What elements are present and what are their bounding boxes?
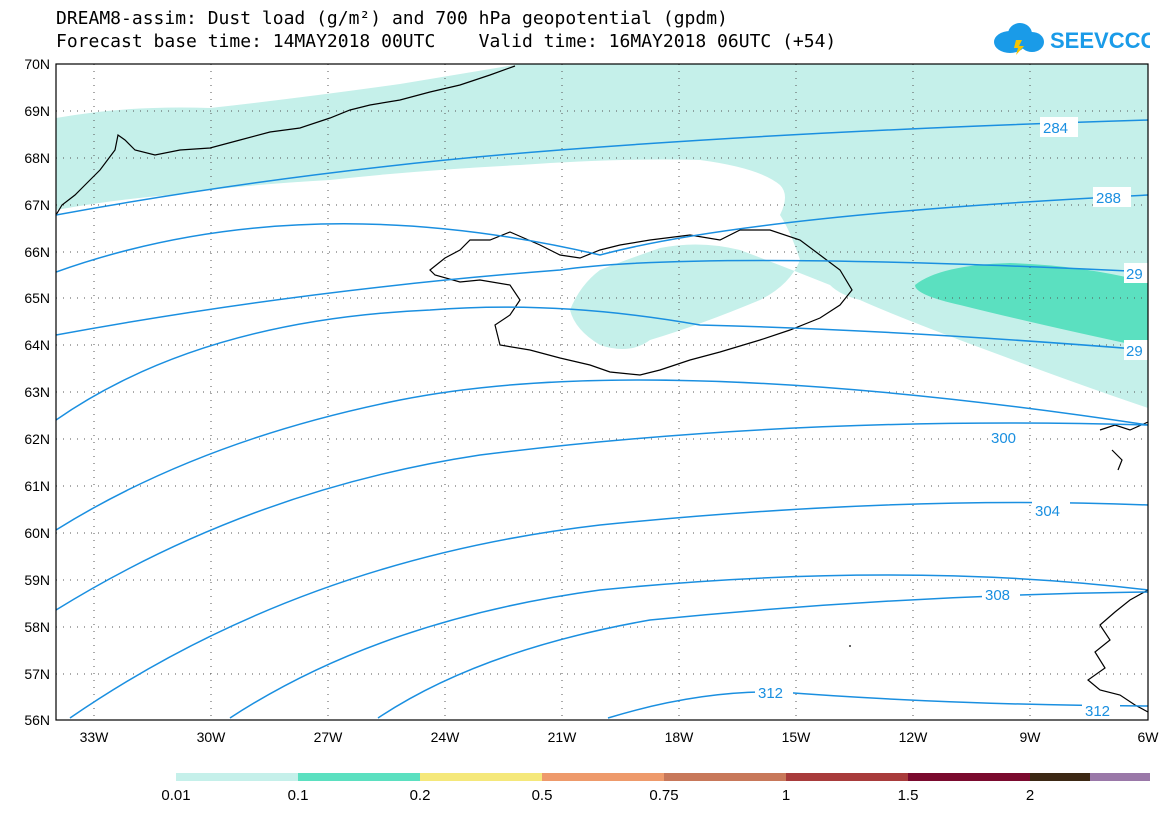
contour-label: 29: [1126, 266, 1143, 283]
contour-label: 288: [1096, 190, 1121, 207]
contour-304: [69, 501, 1148, 719]
contour-label: 304: [1035, 503, 1060, 520]
legend-swatch: [908, 773, 1030, 781]
lat-label: 67N: [24, 197, 50, 213]
iceland-coast: [429, 229, 853, 376]
lat-label: 65N: [24, 290, 50, 306]
contour-label: 29: [1126, 343, 1143, 360]
contour-label-group: 284 288 29 29 300 304 308 312 312: [755, 117, 1148, 720]
coastlines: [56, 65, 1148, 713]
lat-label: 61N: [24, 478, 50, 494]
lon-label: 21W: [548, 729, 578, 745]
lat-label: 66N: [24, 244, 50, 260]
logo-text: SEEVCCC: [1050, 28, 1150, 53]
contour-label: 284: [1043, 120, 1068, 137]
lat-label: 59N: [24, 572, 50, 588]
legend-swatch: [1090, 773, 1150, 781]
contour-292: [56, 259, 1148, 336]
legend-swatch: [664, 773, 786, 781]
lat-label: 64N: [24, 337, 50, 353]
legend-swatch: [542, 773, 664, 781]
chart-title-line2: Forecast base time: 14MAY2018 00UTC Vali…: [56, 31, 837, 52]
faroe-norway-coast: [1099, 421, 1148, 471]
legend-swatch: [420, 773, 542, 781]
map-frame: [55, 63, 1149, 721]
legend-labels: 0.01 0.1 0.2 0.5 0.75 1 1.5 2: [161, 787, 1034, 804]
lon-label: 30W: [197, 729, 227, 745]
legend-label: 0.1: [288, 787, 309, 804]
lat-label: 68N: [24, 150, 50, 166]
contour-306: [229, 574, 1148, 719]
greenland-coast: [56, 65, 516, 216]
lon-labels: 33W 30W 27W 24W 21W 18W 15W 12W 9W 6W: [80, 729, 1160, 745]
lon-label: 33W: [80, 729, 110, 745]
legend-label: 0.01: [161, 787, 190, 804]
contour-296: [56, 306, 1148, 421]
contour-300: [56, 379, 1148, 531]
lon-label: 24W: [431, 729, 461, 745]
legend-label: 2: [1026, 787, 1034, 804]
lat-label: 57N: [24, 666, 50, 682]
legend-label: 1.5: [898, 787, 919, 804]
dust-area-mid: [915, 263, 1148, 348]
lat-labels: 70N 69N 68N 67N 66N 65N 64N 63N 62N 61N …: [24, 56, 50, 728]
lat-label: 69N: [24, 103, 50, 119]
contour-284: [56, 119, 1148, 216]
lon-label: 6W: [1138, 729, 1160, 745]
contour-302: [56, 422, 1148, 611]
scotland-coast: [1087, 589, 1148, 713]
dust-area-low: [56, 64, 1148, 408]
contour-label: 308: [985, 587, 1010, 604]
lat-label: 56N: [24, 712, 50, 728]
lat-label: 62N: [24, 431, 50, 447]
legend-label: 0.75: [649, 787, 678, 804]
legend-label: 0.2: [410, 787, 431, 804]
legend-label: 1: [782, 787, 790, 804]
legend-swatch: [1030, 773, 1090, 781]
lon-label: 9W: [1020, 729, 1042, 745]
contour-288: [56, 194, 1148, 273]
contour-label: 312: [758, 685, 783, 702]
legend-swatch: [298, 773, 420, 781]
contour-label: 312: [1085, 703, 1110, 720]
chart-title-line1: DREAM8-assim: Dust load (g/m²) and 700 h…: [56, 8, 728, 29]
lon-label: 12W: [899, 729, 929, 745]
contour-310: [607, 691, 1148, 719]
legend-colorbar: [176, 773, 1150, 781]
lon-label: 27W: [314, 729, 344, 745]
contour-label: 300: [991, 430, 1016, 447]
lat-label: 63N: [24, 384, 50, 400]
legend-swatch: [786, 773, 908, 781]
lon-label: 18W: [665, 729, 695, 745]
grid-lines: [56, 64, 1148, 720]
legend-swatch: [176, 773, 298, 781]
legend-label: 0.5: [532, 787, 553, 804]
lat-label: 58N: [24, 619, 50, 635]
seevccc-logo: SEEVCCC: [994, 23, 1150, 55]
lat-label: 70N: [24, 56, 50, 72]
lon-label: 15W: [782, 729, 812, 745]
lat-label: 60N: [24, 525, 50, 541]
cloud-icon: [994, 23, 1044, 55]
